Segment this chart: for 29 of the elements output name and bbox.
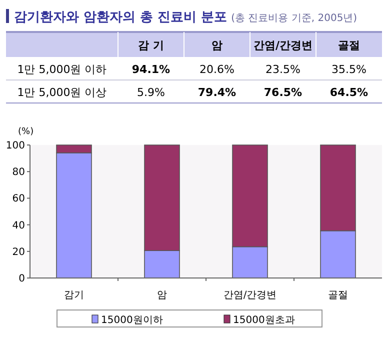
x-tick-label: 골절 (328, 290, 348, 301)
y-tick-label: 0 (18, 274, 25, 284)
y-tick-label: 20 (12, 246, 25, 258)
data-label: 23.5% (266, 63, 300, 76)
x-tick-label: 암 (157, 290, 167, 301)
x-tick-label: 간염/간경변 (253, 39, 313, 52)
data-label: 35.5% (332, 63, 366, 76)
x-tick-label: 골절 (338, 39, 360, 52)
data-label: 94.1% (132, 63, 170, 76)
data-label: 64.5% (330, 86, 368, 99)
data-label: 5.9% (137, 86, 165, 99)
x-tick-label: 암 (212, 39, 222, 52)
data-label: 76.5% (264, 86, 302, 99)
data-label: 20.6% (200, 63, 234, 76)
legend-label: 15000원이하 (101, 315, 163, 326)
y-tick-label: 80 (12, 167, 25, 178)
y-tick-label: 1만 5,000원 이하 (17, 63, 107, 76)
x-tick-label: 감기 (64, 290, 84, 301)
legend-label: 15000원초과 (233, 315, 295, 326)
chart-subtitle: (총 진료비용 기준, 2005년) (231, 13, 358, 24)
y-tick-label: 100 (6, 140, 25, 152)
y-tick-label: 40 (12, 220, 25, 232)
x-tick-label: 감 기 (138, 39, 164, 52)
y-axis-title: (%) (18, 127, 34, 137)
chart-title: 감기환자와 암환자의 총 진료비 분포 (14, 10, 228, 25)
data-label: 79.4% (198, 86, 236, 99)
y-tick-label: 1만 5,000원 이상 (17, 86, 107, 99)
y-tick-label: 60 (12, 194, 25, 205)
x-tick-label: 간염/간경변 (223, 290, 277, 301)
